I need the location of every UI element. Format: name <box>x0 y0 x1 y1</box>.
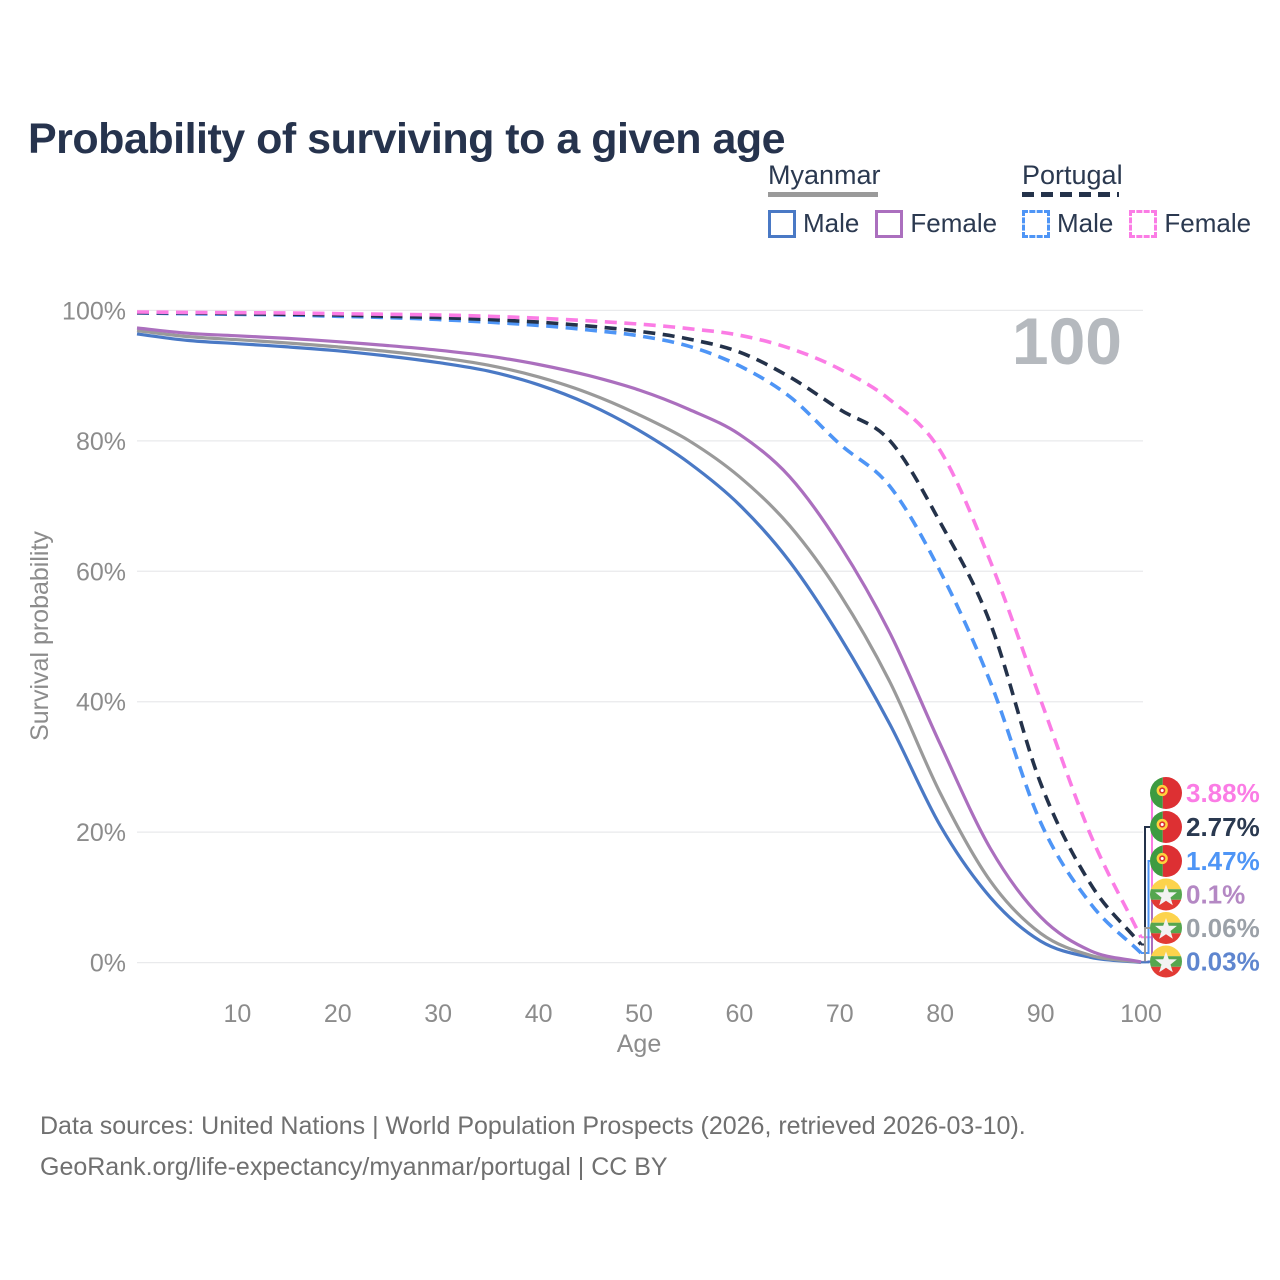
x-tick-label: 70 <box>826 1000 854 1028</box>
y-tick-label: 60% <box>76 558 126 586</box>
age-watermark: 100 <box>1012 304 1122 378</box>
y-tick-label: 0% <box>90 950 126 978</box>
legend-item-myanmar-male[interactable]: Male <box>768 208 859 239</box>
legend-item-portugal-male[interactable]: Male <box>1022 208 1113 239</box>
y-tick-label: 20% <box>76 819 126 847</box>
end-value-label: 3.88% <box>1186 778 1260 808</box>
legend-group-label-myanmar[interactable]: Myanmar <box>768 160 881 190</box>
y-axis-title: Survival probability <box>26 531 54 741</box>
x-tick-label: 80 <box>926 1000 954 1028</box>
end-value-label: 0.06% <box>1186 913 1260 943</box>
legend-group-label-portugal[interactable]: Portugal <box>1022 160 1123 190</box>
curve-myanmar-female <box>136 326 1142 964</box>
legend-items-myanmar: Male Female <box>768 208 997 239</box>
swatch-myanmar-female-icon <box>875 209 904 238</box>
x-tick-label: 10 <box>223 1000 251 1028</box>
end-label-connector <box>1141 792 1153 939</box>
legend-item-label: Male <box>1057 208 1114 238</box>
end-value-label: 0.1% <box>1186 880 1245 910</box>
portugal-flag-icon <box>1150 777 1182 809</box>
end-value-label: 1.47% <box>1186 846 1260 876</box>
legend-line-sample-portugal <box>1022 192 1119 197</box>
swatch-portugal-female-icon <box>1129 209 1158 238</box>
x-axis-title: Age <box>617 1030 661 1058</box>
portugal-flag-icon <box>1150 845 1182 877</box>
x-tick-label: 50 <box>625 1000 653 1028</box>
y-tick-label: 100% <box>62 297 126 325</box>
curve-myanmar-male <box>136 332 1142 964</box>
y-tick-label: 80% <box>76 428 126 456</box>
myanmar-flag-icon <box>1150 878 1182 911</box>
end-label-connector <box>1141 826 1150 946</box>
legend-line-sample-myanmar <box>768 192 878 197</box>
x-tick-label: 30 <box>424 1000 452 1028</box>
x-tick-label: 90 <box>1027 1000 1055 1028</box>
legend-item-myanmar-female[interactable]: Female <box>875 208 997 239</box>
legend-item-portugal-female[interactable]: Female <box>1129 208 1251 239</box>
data-sources-text: Data sources: United Nations | World Pop… <box>40 1112 1026 1140</box>
y-tick-label: 40% <box>76 689 126 717</box>
swatch-portugal-male-icon <box>1022 209 1050 238</box>
myanmar-flag-icon <box>1150 945 1182 978</box>
legend-item-label: Female <box>1164 208 1252 238</box>
footer: Data sources: United Nations | World Pop… <box>40 1106 1026 1188</box>
curve-myanmar-both-sexes <box>136 329 1142 964</box>
legend-group-myanmar: Myanmar Male Female <box>768 160 997 239</box>
myanmar-flag-icon <box>1150 912 1182 944</box>
portugal-flag-icon <box>1150 811 1182 843</box>
legend-items-portugal: Male Female <box>1022 208 1251 239</box>
swatch-myanmar-male-icon <box>768 209 796 238</box>
legend-item-label: Female <box>910 208 998 238</box>
legend-item-label: Male <box>803 208 860 238</box>
x-tick-label: 60 <box>725 1000 753 1028</box>
attribution-text: GeoRank.org/life-expectancy/myanmar/port… <box>40 1153 668 1181</box>
x-tick-label: 40 <box>525 1000 553 1028</box>
x-tick-label: 20 <box>324 1000 352 1028</box>
legend-group-portugal: Portugal Male Female <box>1022 160 1251 239</box>
end-value-label: 2.77% <box>1186 812 1260 842</box>
x-tick-label: 100 <box>1120 1000 1162 1028</box>
end-value-label: 0.03% <box>1186 947 1260 977</box>
curve-portugal-male <box>136 311 1143 955</box>
curve-portugal-female <box>136 310 1143 939</box>
page-title: Probability of surviving to a given age <box>28 114 786 163</box>
end-label-connector <box>1141 960 1150 964</box>
